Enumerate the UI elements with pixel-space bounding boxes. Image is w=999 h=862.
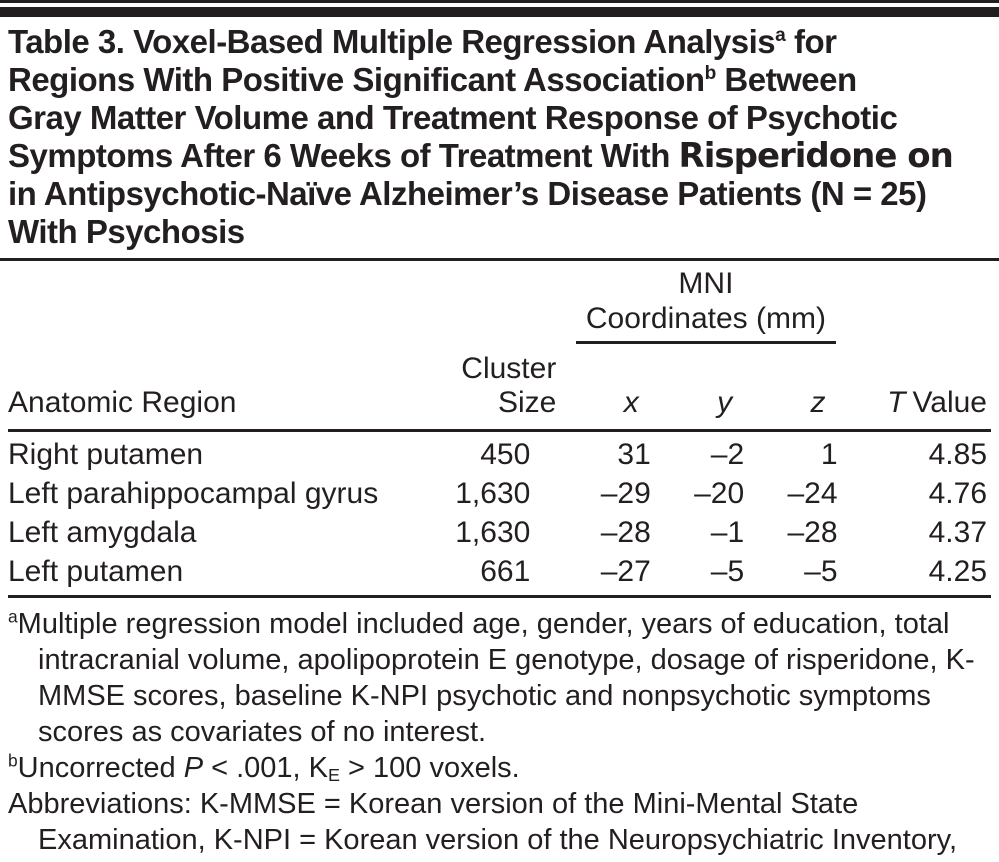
- text-segment: > 100 voxels.: [339, 752, 520, 784]
- footnotes: aMultiple regression model included age,…: [8, 606, 991, 862]
- column-header-y: y: [656, 344, 751, 432]
- text-segment: Multiple regression model included age, …: [17, 608, 975, 748]
- cell-y: –20: [694, 477, 745, 510]
- cell-z: 1: [820, 438, 838, 471]
- cell-y: –2: [710, 438, 745, 471]
- cell-t: 4.37: [928, 516, 987, 549]
- column-header-t-value: T Value: [843, 344, 991, 432]
- text-segment: Symptoms After 6 Weeks of Treatment With: [8, 137, 679, 174]
- cell-y: –5: [656, 552, 751, 598]
- table-row: Left parahippocampal gyrus 1,630 –29 –20 –24…: [8, 474, 991, 513]
- text-segment: Regions With Positive Significant Associ…: [8, 61, 705, 98]
- cell-t: 4.76: [928, 477, 987, 510]
- mni-span-cell: MNI Coordinates (mm): [568, 261, 843, 344]
- top-thick-rule: [0, 7, 999, 17]
- spanning-header-row: MNI Coordinates (mm): [8, 261, 991, 344]
- table-row: Left amygdala 1,630 –28 –1 –28 4.37: [8, 513, 991, 552]
- text-segment: P: [183, 752, 204, 784]
- cell-region: Right putamen: [8, 438, 204, 471]
- table-body: Right putamen 450 31 –2 1 4.85 Left parahippoc…: [8, 431, 991, 598]
- cell-y: –1: [710, 516, 745, 549]
- title-separator-rule: [0, 258, 999, 261]
- cell-region: Left amygdala: [8, 516, 197, 549]
- cell-z: –28: [787, 516, 838, 549]
- cell-cluster: 1,630: [455, 477, 531, 510]
- footnote: bUncorrected P < .001, KE > 100 voxels.: [8, 750, 991, 786]
- title-line: Table 3. Voxel-Based Multiple Regression…: [8, 23, 991, 61]
- cell-cluster: 450: [480, 438, 531, 471]
- text-segment: With Psychosis: [8, 213, 245, 250]
- column-header-row: Anatomic Region Cluster Size x y z T Valu…: [8, 344, 991, 432]
- title-line: Gray Matter Volume and Treatment Respons…: [8, 99, 991, 137]
- cell-z: –5: [750, 552, 844, 598]
- text-segment: Table 3. Voxel-Based Multiple Regression…: [8, 23, 776, 60]
- footnote: aMultiple regression model included age,…: [8, 606, 991, 750]
- table-row: Left putamen 661 –27 –5 –5 4.25: [8, 552, 991, 598]
- column-header-z: z: [750, 344, 844, 432]
- cell-z: –24: [787, 477, 838, 510]
- cell-x: –28: [600, 516, 651, 549]
- title-line: Regions With Positive Significant Associ…: [8, 61, 991, 99]
- cell-t: 4.25: [843, 552, 991, 598]
- cell-t: 4.85: [928, 438, 987, 471]
- column-header-cluster-size: Cluster Size: [401, 344, 569, 432]
- t-value-rest: Value: [912, 386, 987, 419]
- t-value-italic-t: T: [887, 386, 906, 419]
- cell-region: Left putamen: [8, 552, 402, 598]
- table-title: Table 3. Voxel-Based Multiple Regression…: [8, 23, 991, 251]
- text-segment: < .001, K: [203, 752, 328, 784]
- cell-cluster: 1,630: [455, 516, 531, 549]
- text-segment: Uncorrected: [17, 752, 184, 784]
- footnote-marker: b: [8, 750, 18, 771]
- table-row: Right putamen 450 31 –2 1 4.85: [8, 431, 991, 475]
- text-segment: in Antipsychotic-Naïve Alzheimer’s Disea…: [8, 175, 927, 212]
- text-segment: Between: [715, 61, 857, 98]
- title-line: With Psychosis: [8, 213, 991, 251]
- cell-cluster: 661: [401, 552, 569, 598]
- title-line: Symptoms After 6 Weeks of Treatment With…: [8, 137, 991, 175]
- column-header-anatomic-region: Anatomic Region: [8, 344, 402, 432]
- mni-coordinates-span-header: MNI Coordinates (mm): [575, 266, 836, 344]
- text-segment: E: [327, 764, 340, 785]
- cell-x: 31: [617, 438, 651, 471]
- title-line: in Antipsychotic-Naïve Alzheimer’s Disea…: [8, 175, 991, 213]
- text-segment: Risperidone on: [678, 137, 954, 175]
- footnote-marker: a: [8, 606, 18, 627]
- text-segment: a: [775, 25, 786, 46]
- coordinates-label: Coordinates (mm): [585, 302, 826, 335]
- regression-table: MNI Coordinates (mm) Anatomic Region Clu…: [8, 261, 991, 598]
- footnote: Abbreviations: K-MMSE = Korean version o…: [8, 786, 991, 862]
- text-segment: for: [785, 23, 837, 60]
- text-segment: b: [704, 63, 717, 84]
- text-segment: Abbreviations: K-MMSE = Korean version o…: [8, 788, 958, 862]
- top-thin-rule: [0, 0, 999, 3]
- cell-region: Left parahippocampal gyrus: [8, 477, 379, 510]
- mni-label: MNI: [678, 267, 734, 300]
- column-header-x: x: [568, 344, 657, 432]
- spanning-header-spacer-left: [8, 261, 568, 344]
- spanning-header-spacer-right: [844, 261, 991, 344]
- text-segment: Gray Matter Volume and Treatment Respons…: [8, 99, 898, 136]
- cell-x: –27: [568, 552, 657, 598]
- cell-x: –29: [600, 477, 651, 510]
